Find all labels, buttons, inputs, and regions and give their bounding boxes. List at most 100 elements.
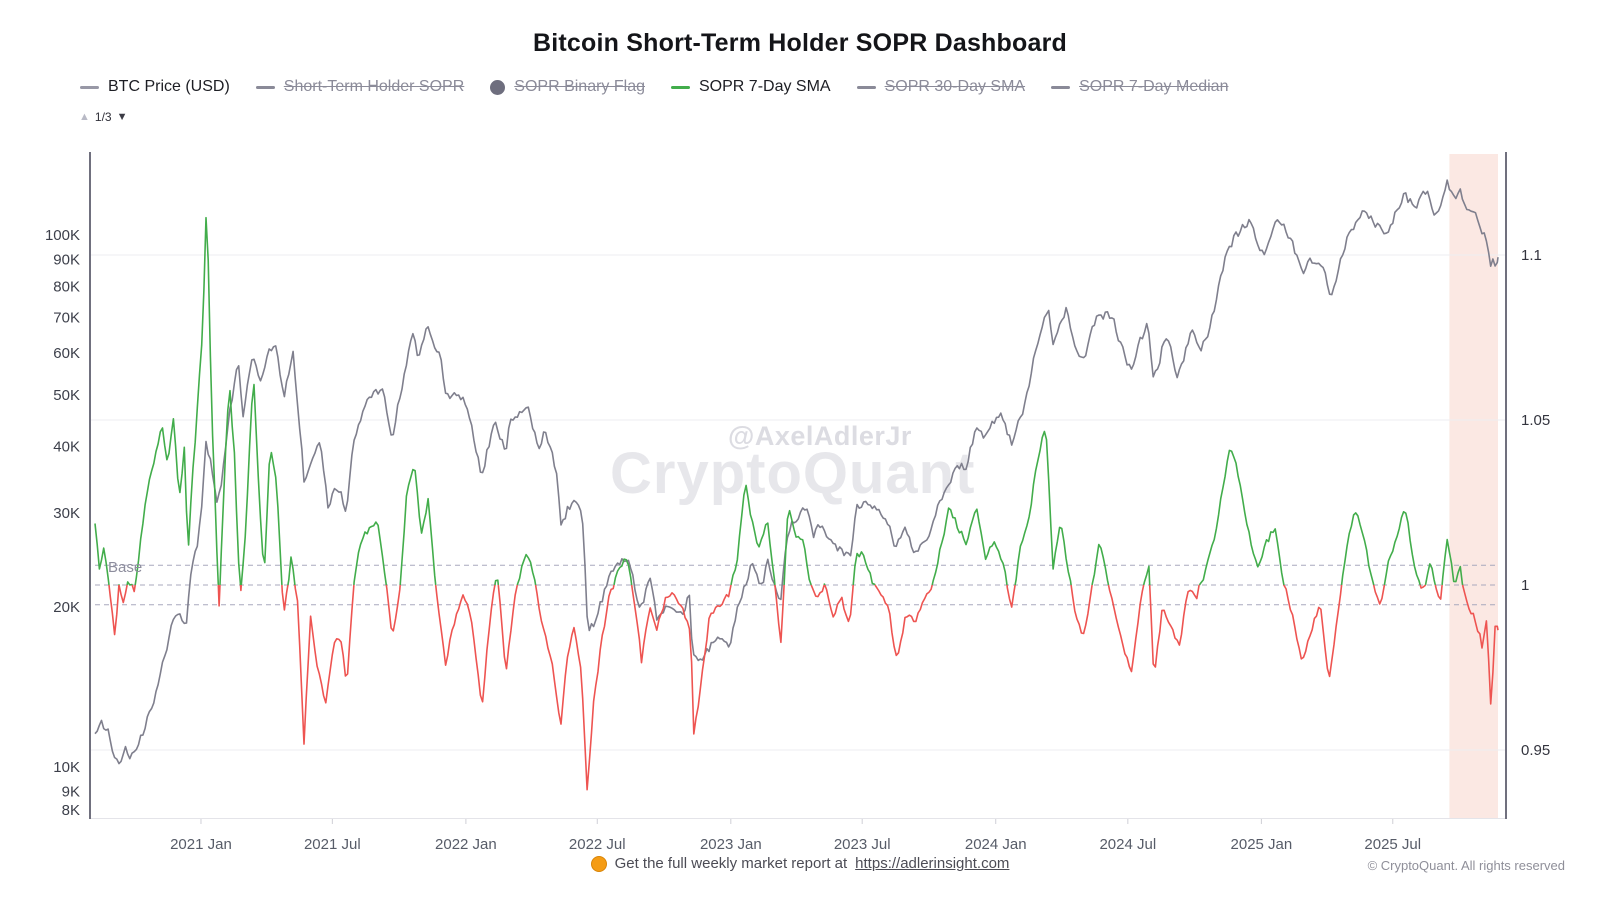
sopr-line-above-base: [1091, 543, 1110, 586]
y-left-tick-label: 30K: [53, 505, 80, 522]
footer-text: Get the full weekly market report at: [614, 855, 848, 872]
x-tick-label: 2025 Jan: [1231, 836, 1293, 853]
sopr-line-below-base: [534, 584, 615, 791]
legend-item-label: SOPR Binary Flag: [514, 78, 645, 95]
sopr-line-above-base: [516, 553, 537, 586]
y-left-tick-label: 50K: [53, 387, 80, 404]
footer-link[interactable]: https://adlerinsight.com: [855, 855, 1010, 872]
line-marker-icon: [671, 85, 690, 89]
sopr-line-below-base: [1070, 584, 1093, 635]
sopr-line-below-base: [1461, 584, 1499, 705]
sopr-line-above-base: [852, 551, 876, 586]
sopr-line-below-base: [1372, 584, 1386, 605]
baseline-label: Base: [108, 559, 143, 576]
price-line: [94, 179, 1499, 765]
y-left-tick-label: 70K: [53, 309, 80, 326]
x-tick-label: 2025 Jul: [1364, 836, 1421, 853]
sopr-line-above-base: [494, 579, 500, 586]
sopr-line-above-base: [1340, 512, 1375, 586]
legend-item-short-term-holder-sopr[interactable]: Short-Term Holder SOPR: [255, 78, 464, 96]
legend-item-label: SOPR 7-Day SMA: [699, 78, 831, 95]
sopr-line-below-base: [1434, 584, 1443, 600]
sopr-line-below-base: [1107, 584, 1145, 673]
x-tick-label: 2023 Jul: [834, 836, 891, 853]
sopr-line-below-base: [1006, 584, 1016, 608]
sopr-line-below-base: [239, 584, 243, 592]
footer-note: Get the full weekly market report at htt…: [0, 855, 1600, 872]
x-tick-label: 2024 Jan: [965, 836, 1027, 853]
sopr-line-above-base: [1014, 430, 1072, 586]
y-right-tick-label: 1.1: [1521, 247, 1542, 264]
watermark-handle: @AxelAdlerJr: [728, 421, 912, 451]
y-right-tick-label: 0.95: [1521, 742, 1550, 759]
y-left-tick-label: 10K: [53, 759, 80, 776]
sopr-line-below-base: [774, 584, 785, 644]
x-tick-label: 2023 Jan: [700, 836, 762, 853]
line-marker-icon: [255, 85, 275, 89]
pagination-down-icon[interactable]: ▼: [116, 111, 128, 123]
sopr-line-below-base: [874, 584, 933, 657]
legend-item-sopr-7-day-sma[interactable]: SOPR 7-Day SMA: [671, 78, 831, 96]
sopr-line-above-base: [823, 583, 826, 586]
legend-item-sopr-binary-flag[interactable]: SOPR Binary Flag: [490, 78, 645, 96]
y-left-tick-label: 80K: [53, 279, 80, 296]
pagination-label: 1/3: [94, 110, 112, 124]
legend: BTC Price (USD) Short-Term Holder SOPR SOP…: [80, 78, 1228, 96]
sopr-line-below-base: [630, 584, 732, 735]
legend-item-label: BTC Price (USD): [108, 78, 230, 95]
sopr-line-below-base: [497, 584, 519, 670]
sopr-line-below-base: [294, 584, 355, 745]
y-right-tick-label: 1.05: [1521, 412, 1550, 429]
sopr-line-below-base: [1419, 584, 1427, 589]
sopr-line-above-base: [126, 581, 133, 586]
sopr-line-above-base: [1383, 511, 1421, 586]
sopr-line-above-base: [219, 389, 242, 586]
sopr-line-above-base: [94, 523, 110, 586]
sopr-line-above-base: [240, 383, 283, 586]
sopr-line-below-base: [1283, 584, 1343, 678]
sopr-line-above-base: [353, 521, 388, 586]
sopr-line-above-base: [1424, 563, 1437, 586]
sopr-line-above-base: [134, 216, 220, 586]
sopr-line-below-base: [810, 584, 825, 598]
y-left-tick-label: 100K: [45, 227, 80, 244]
pagination-up-icon[interactable]: ▲: [79, 111, 90, 123]
line-marker-icon: [80, 85, 99, 89]
sopr-line-above-base: [287, 556, 296, 586]
y-left-tick-label: 8K: [62, 802, 80, 819]
sopr-line-below-base: [281, 584, 289, 611]
x-tick-label: 2022 Jan: [435, 836, 497, 853]
sopr-line-below-base: [217, 584, 221, 607]
x-tick-label: 2024 Jul: [1099, 836, 1156, 853]
page-title: Bitcoin Short-Term Holder SOPR Dashboard: [533, 29, 1067, 57]
y-left-tick-label: 20K: [53, 599, 80, 616]
sopr-line-above-base: [783, 509, 812, 586]
sopr-line-above-base: [1441, 538, 1464, 586]
copyright: © CryptoQuant. All rights reserved: [1367, 858, 1565, 873]
y-right-tick-label: 1: [1521, 577, 1529, 594]
highlight-region: [1449, 154, 1498, 818]
x-tick-label: 2022 Jul: [569, 836, 626, 853]
y-left-tick-label: 9K: [62, 783, 80, 800]
sopr-line-below-base: [824, 584, 854, 623]
sopr-line-below-base: [1148, 584, 1201, 668]
legend-item-btc-price-usd[interactable]: BTC Price (USD): [80, 78, 230, 96]
line-marker-icon: [856, 85, 876, 89]
legend-item-sopr-7-day-median[interactable]: SOPR 7-Day Median: [1051, 78, 1228, 96]
y-left-tick-label: 90K: [53, 251, 80, 268]
sopr-line-below-base: [131, 584, 136, 593]
legend-item-label: SOPR 7-Day Median: [1079, 78, 1229, 95]
sopr-line-above-base: [1142, 565, 1151, 586]
sopr-line-below-base: [118, 584, 128, 604]
orange-dot-icon: [590, 855, 607, 872]
sopr-line-above-base: [613, 558, 633, 586]
sopr-line-below-base: [385, 584, 401, 632]
legend-item-sopr-30-day-sma[interactable]: SOPR 30-Day SMA: [856, 78, 1026, 96]
legend-item-label: SOPR 30-Day SMA: [884, 78, 1026, 95]
line-marker-icon: [1051, 85, 1071, 89]
circle-marker-icon: [490, 79, 506, 95]
sopr-line-below-base: [108, 584, 120, 636]
sopr-line-above-base: [730, 484, 776, 586]
